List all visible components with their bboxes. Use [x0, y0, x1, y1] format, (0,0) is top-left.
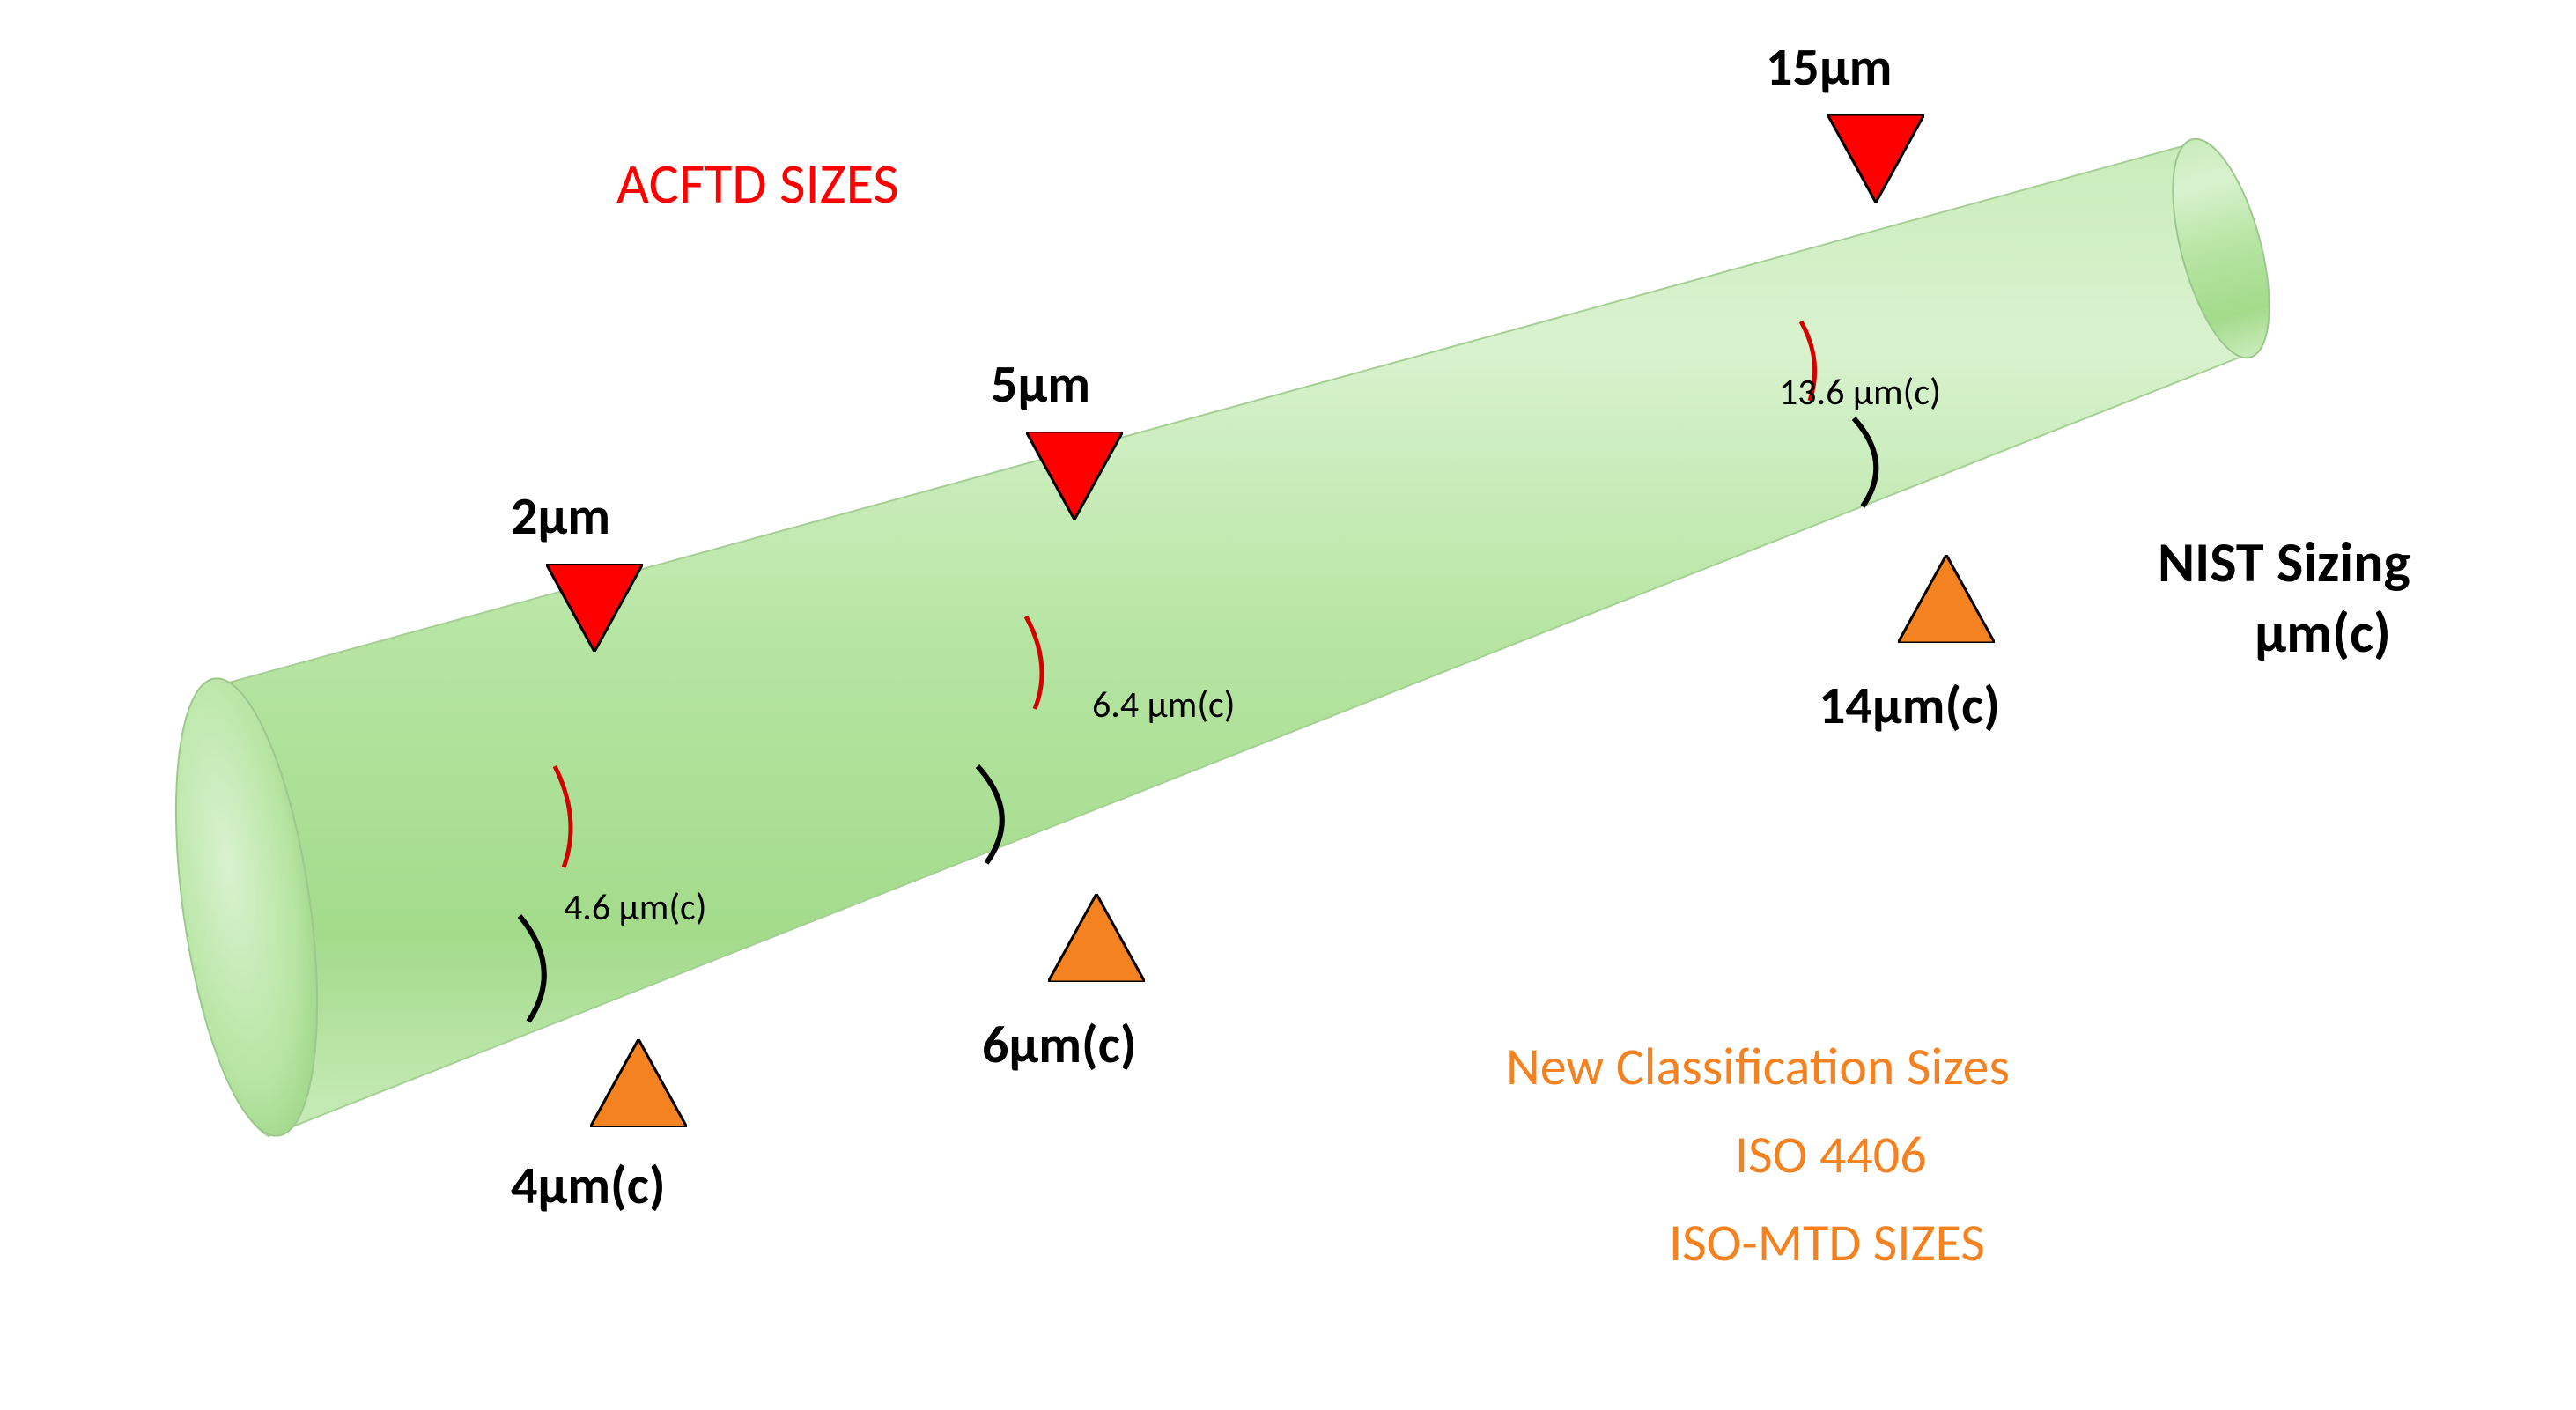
- acftd-title: ACFTD SIZES: [616, 150, 899, 218]
- iso-title-line3: ISO-MTD SIZES: [1669, 1211, 1985, 1275]
- nist-title-line2: µm(c): [2255, 599, 2391, 668]
- iso-title-line2: ISO 4406: [1735, 1123, 1927, 1187]
- nist-title-line1: NIST Sizing: [2158, 528, 2410, 597]
- nist-value-13-6: 13.6 µm(c): [1779, 370, 1941, 415]
- iso-triangle-14um: [1898, 555, 1995, 643]
- nist-value-6-4: 6.4 µm(c): [1092, 683, 1236, 727]
- acftd-label-15um: 15µm: [1766, 35, 1892, 100]
- acftd-triangle-15um: [1827, 114, 1924, 203]
- iso-label-6um: 6µm(c): [982, 1013, 1137, 1077]
- iso-title-line1: New Classification Sizes: [1506, 1035, 2010, 1099]
- nist-value-4-6: 4.6 µm(c): [564, 885, 707, 930]
- acftd-triangle-2um: [546, 564, 643, 652]
- iso-label-14um: 14µm(c): [1819, 674, 2000, 738]
- iso-triangle-4um: [590, 1039, 687, 1127]
- acftd-triangle-5um: [1026, 432, 1123, 520]
- iso-label-4um: 4µm(c): [511, 1154, 666, 1218]
- acftd-label-5um: 5µm: [991, 352, 1090, 417]
- diagram-canvas: ACFTD SIZES NIST Sizing µm(c) New Classi…: [0, 0, 2576, 1410]
- acftd-label-2um: 2µm: [511, 484, 610, 549]
- tick-arcs: [0, 0, 2576, 1410]
- iso-triangle-6um: [1048, 894, 1145, 982]
